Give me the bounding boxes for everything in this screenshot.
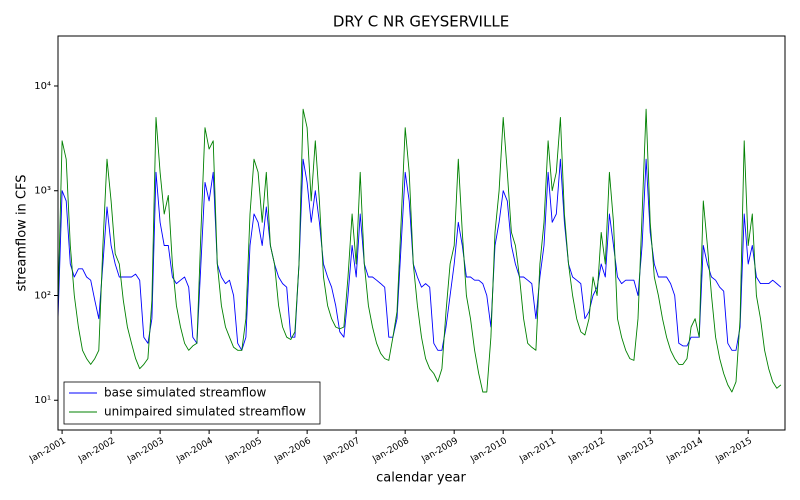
y-axis-label: streamflow in CFS: [15, 174, 30, 291]
x-tick-label: Jan-2015: [713, 436, 754, 465]
x-tick-label: Jan-2004: [174, 436, 215, 465]
x-tick-label: Jan-2006: [272, 436, 313, 465]
y-tick-label: 10³: [34, 186, 51, 197]
x-tick-label: Jan-2007: [321, 436, 362, 465]
legend-label: base simulated streamflow: [104, 386, 266, 400]
x-axis-label: calendar year: [376, 471, 466, 486]
x-tick-label: Jan-2005: [223, 436, 264, 465]
x-tick-label: Jan-2012: [566, 436, 607, 465]
x-tick-label: Jan-2013: [615, 436, 656, 465]
legend-box: [63, 381, 321, 425]
chart-title: DRY C NR GEYSERVILLE: [333, 13, 509, 31]
x-tick-label: Jan-2014: [664, 436, 705, 465]
legend: base simulated streamflow unimpaired simu…: [63, 381, 321, 425]
legend-label: unimpaired simulated streamflow: [104, 405, 306, 419]
y-tick-label: 10²: [34, 290, 51, 301]
x-tick-label: Jan-2010: [468, 436, 509, 465]
x-tick-label: Jan-2011: [517, 436, 558, 465]
x-tick-label: Jan-2009: [419, 436, 460, 465]
x-tick-label: Jan-2003: [125, 436, 166, 465]
x-tick-label: Jan-2001: [27, 436, 68, 465]
y-tick-label: 10⁴: [34, 81, 51, 92]
x-tick-label: Jan-2008: [370, 436, 411, 465]
x-tick-label: Jan-2002: [76, 436, 117, 465]
series-line: [57, 108, 782, 393]
plot-frame: [57, 35, 786, 431]
series-line: [57, 158, 782, 351]
y-tick-label: 10¹: [34, 395, 51, 406]
